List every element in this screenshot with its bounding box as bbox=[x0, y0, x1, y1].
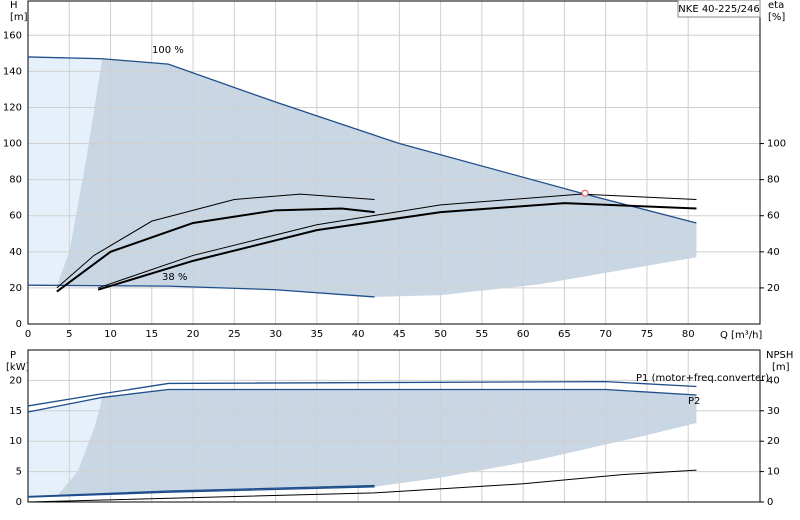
y-tick-label: 80 bbox=[9, 175, 22, 186]
curve bbox=[27, 469, 697, 503]
plot-frame bbox=[27, 0, 761, 325]
operating-area bbox=[56, 389, 697, 497]
y-axis-unit: [m] bbox=[10, 12, 28, 23]
y2-tick-label: 20 bbox=[767, 283, 780, 294]
curve bbox=[56, 193, 375, 289]
y-tick-label: 40 bbox=[9, 247, 22, 258]
x-tick-label: 35 bbox=[310, 329, 323, 340]
y2-axis-label: NPSH bbox=[766, 350, 793, 361]
y-tick-label: 15 bbox=[9, 406, 22, 417]
x-tick-label: 80 bbox=[682, 329, 695, 340]
y-axis-unit: [kW] bbox=[6, 362, 30, 373]
x-tick-label: 20 bbox=[187, 329, 200, 340]
operating-area bbox=[28, 56, 103, 286]
operating-area bbox=[56, 58, 697, 297]
y2-tick-label: 60 bbox=[767, 211, 780, 222]
x-tick-label: 0 bbox=[25, 329, 31, 340]
y2-tick-label: 10 bbox=[767, 467, 780, 478]
operating-area bbox=[28, 397, 103, 498]
x-tick-label: 40 bbox=[352, 329, 365, 340]
curve bbox=[97, 193, 697, 289]
annotation: 38 % bbox=[162, 272, 187, 283]
y-tick-label: 140 bbox=[3, 66, 22, 77]
curve bbox=[27, 284, 375, 298]
y2-tick-label: 80 bbox=[767, 175, 780, 186]
y2-tick-label: 40 bbox=[767, 247, 780, 258]
x-tick-label: 30 bbox=[269, 329, 282, 340]
x-axis-label: Q [m³/h] bbox=[720, 330, 762, 341]
title-box bbox=[677, 0, 761, 18]
y-tick-label: 160 bbox=[3, 30, 22, 41]
y-tick-label: 0 bbox=[16, 497, 22, 508]
y-tick-label: 10 bbox=[9, 436, 22, 447]
y2-tick-label: 30 bbox=[767, 406, 780, 417]
y2-tick-label: 100 bbox=[767, 139, 786, 150]
y2-axis-label: eta bbox=[768, 0, 784, 11]
curve bbox=[56, 207, 375, 293]
x-tick-label: 55 bbox=[476, 329, 489, 340]
y2-tick-label: 0 bbox=[767, 497, 773, 508]
x-tick-label: 25 bbox=[228, 329, 241, 340]
y2-tick-label: 40 bbox=[767, 375, 780, 386]
x-tick-label: 50 bbox=[434, 329, 447, 340]
y-tick-label: 100 bbox=[3, 139, 22, 150]
annotation: P2 bbox=[688, 396, 700, 407]
chart-title: NKE 40-225/246 bbox=[678, 4, 759, 15]
x-tick-label: 5 bbox=[66, 329, 72, 340]
x-tick-label: 70 bbox=[599, 329, 612, 340]
plot-frame bbox=[27, 349, 761, 503]
y-tick-label: 20 bbox=[9, 283, 22, 294]
x-tick-label: 65 bbox=[558, 329, 571, 340]
curve bbox=[27, 388, 697, 413]
y-tick-label: 5 bbox=[16, 467, 22, 478]
y2-tick-label: 20 bbox=[767, 436, 780, 447]
y2-axis-unit: [%] bbox=[768, 12, 785, 23]
y-tick-label: 0 bbox=[16, 319, 22, 330]
curve bbox=[97, 202, 697, 291]
x-tick-label: 10 bbox=[104, 329, 117, 340]
x-tick-label: 75 bbox=[641, 329, 654, 340]
annotation: P1 (motor+freq.converter) bbox=[636, 373, 769, 384]
duty-point bbox=[581, 189, 589, 197]
y-tick-label: 20 bbox=[9, 375, 22, 386]
curve bbox=[27, 484, 375, 498]
y-axis-label: H bbox=[10, 0, 18, 11]
y2-axis-unit: [m] bbox=[772, 362, 790, 373]
y-tick-label: 120 bbox=[3, 102, 22, 113]
y-tick-label: 60 bbox=[9, 211, 22, 222]
curve bbox=[27, 486, 375, 498]
annotation: 100 % bbox=[152, 45, 184, 56]
x-tick-label: 15 bbox=[145, 329, 158, 340]
curve bbox=[27, 380, 697, 407]
x-tick-label: 60 bbox=[517, 329, 530, 340]
x-tick-label: 45 bbox=[393, 329, 406, 340]
y-axis-label: P bbox=[10, 350, 16, 361]
